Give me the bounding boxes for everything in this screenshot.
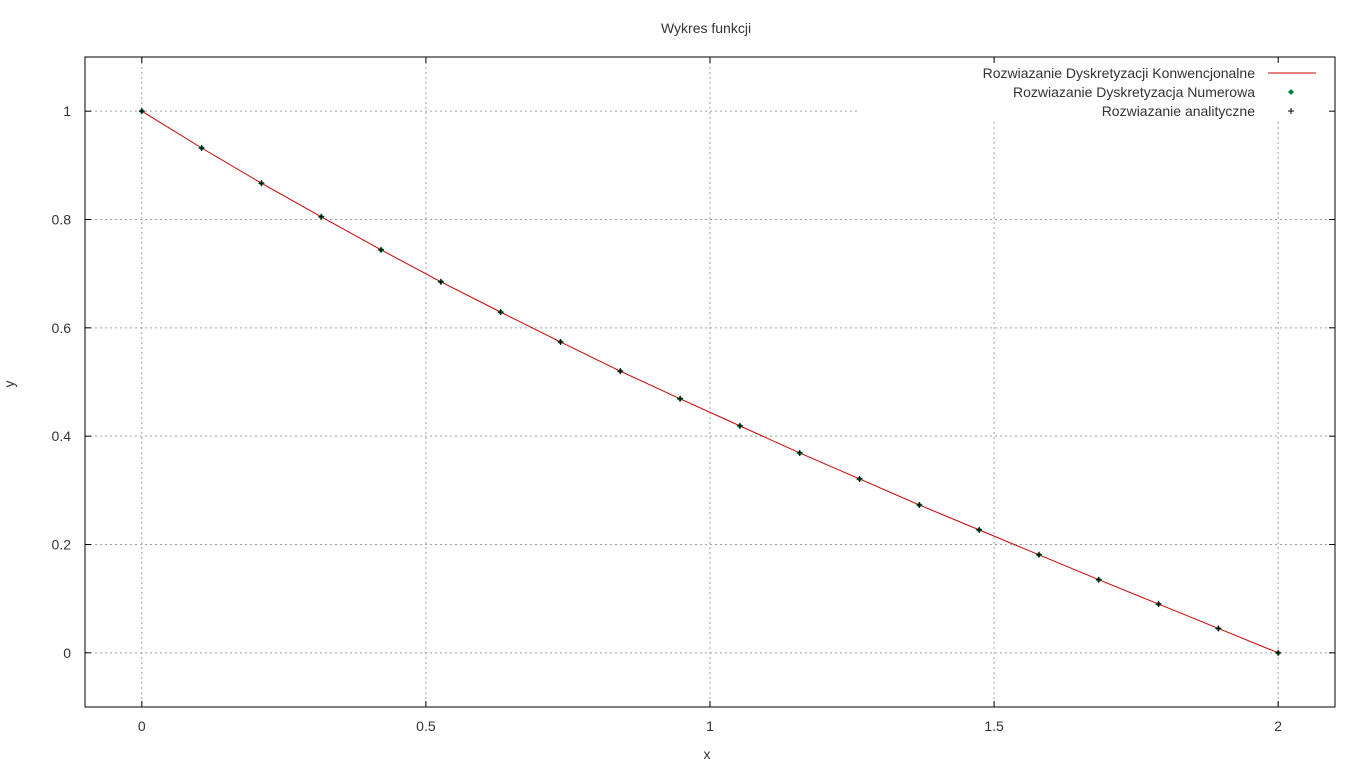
x-tick-label: 1 bbox=[706, 718, 714, 734]
data-point-analytic bbox=[1215, 625, 1222, 632]
tick-layer: 0 0.5 1 1.5 2 0 0.2 0.4 0.6 0.8 1 bbox=[52, 57, 1335, 734]
data-point-analytic bbox=[1095, 576, 1102, 583]
legend-sample-diamond bbox=[1288, 89, 1294, 95]
x-tick-label: 1.5 bbox=[984, 718, 1004, 734]
legend-entry-label: Rozwiazanie Dyskretyzacja Numerowa bbox=[1013, 84, 1255, 100]
data-point-analytic bbox=[796, 449, 803, 456]
data-point-analytic bbox=[318, 213, 325, 220]
data-point-analytic bbox=[378, 246, 385, 253]
x-tick-label: 0.5 bbox=[416, 718, 436, 734]
x-tick-label: 2 bbox=[1274, 718, 1282, 734]
data-point-analytic bbox=[617, 368, 624, 375]
data-point-analytic bbox=[916, 501, 923, 508]
data-point-analytic bbox=[497, 309, 504, 316]
data-point-analytic bbox=[437, 278, 444, 285]
data-point-analytic bbox=[677, 395, 684, 402]
series-layer bbox=[138, 108, 1282, 656]
y-tick-label: 0.2 bbox=[52, 537, 72, 553]
legend-sample-plus bbox=[1288, 108, 1294, 114]
data-point-analytic bbox=[856, 475, 863, 482]
legend: Rozwiazanie Dyskretyzacji Konwencjonalne… bbox=[983, 65, 1316, 119]
y-tick-label: 0.8 bbox=[52, 212, 72, 228]
y-tick-label: 0.6 bbox=[52, 320, 72, 336]
data-point-analytic bbox=[258, 180, 265, 187]
data-point-analytic bbox=[736, 422, 743, 429]
data-point-analytic bbox=[976, 526, 983, 533]
legend-entry-label: Rozwiazanie Dyskretyzacji Konwencjonalne bbox=[983, 65, 1256, 81]
legend-background bbox=[858, 59, 1332, 121]
y-tick-label: 1 bbox=[63, 103, 71, 119]
x-axis-label: x bbox=[704, 746, 711, 762]
data-point-analytic bbox=[1035, 551, 1042, 558]
data-point-analytic bbox=[138, 108, 145, 115]
y-tick-label: 0 bbox=[63, 645, 71, 661]
y-tick-label: 0.4 bbox=[52, 428, 72, 444]
chart-title: Wykres funkcji bbox=[661, 20, 751, 36]
grid-layer bbox=[85, 57, 1335, 707]
x-tick-label: 0 bbox=[138, 718, 146, 734]
data-point-analytic bbox=[1155, 601, 1162, 608]
legend-entry-label: Rozwiazanie analityczne bbox=[1102, 103, 1256, 119]
data-point-analytic bbox=[1275, 649, 1282, 656]
y-axis-label: y bbox=[1, 381, 17, 388]
series-line-conventional bbox=[141, 110, 1279, 654]
data-point-analytic bbox=[198, 145, 205, 151]
data-point-analytic bbox=[557, 338, 564, 345]
